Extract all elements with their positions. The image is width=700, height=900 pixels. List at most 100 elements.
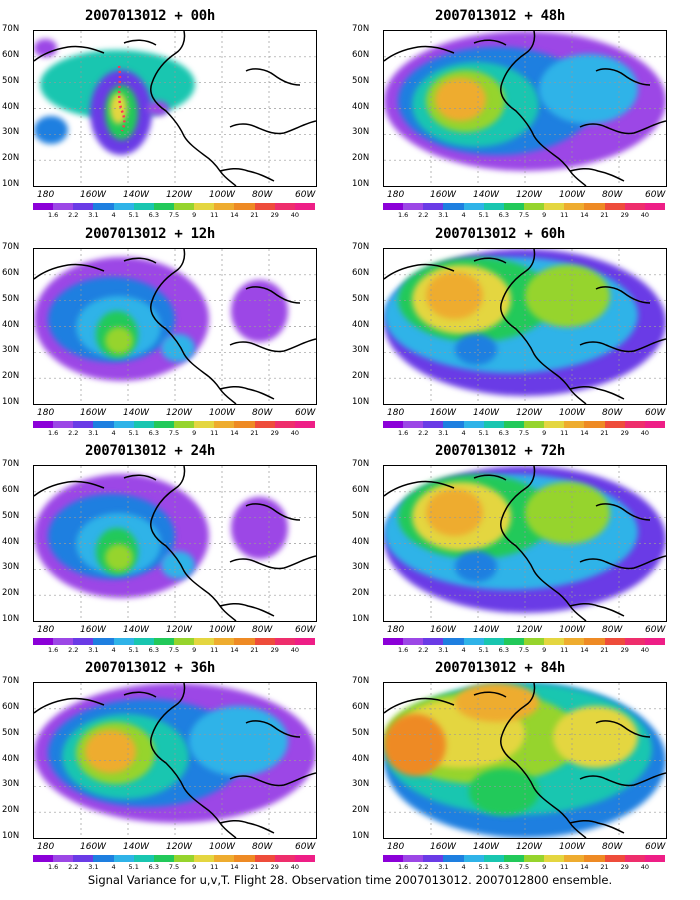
colorbar-tick-label: 9 — [542, 211, 547, 219]
map-panel: 2007013012 + 00h 70N 60N 50N 40N 30N 20N 10N 180… — [0, 0, 317, 219]
colorbar-tick-label: 1.6 — [397, 863, 409, 871]
colorbar-swatch — [644, 421, 665, 428]
longitude-tick-label: 140W — [473, 625, 500, 635]
colorbar-swatch — [214, 421, 235, 428]
longitude-tick-label: 180 — [37, 842, 55, 852]
colorbar-tick-label: 4 — [111, 429, 116, 437]
colorbar-swatch — [133, 855, 154, 862]
longitude-tick-label: 60W — [645, 408, 666, 418]
colorbar-swatch — [33, 421, 54, 428]
colorbar-tick-label: 40 — [640, 429, 649, 437]
colorbar-swatch — [153, 421, 174, 428]
longitude-tick-label: 60W — [645, 625, 666, 635]
variance-contour-region — [34, 116, 68, 145]
colorbar-tick-label: 3.1 — [88, 646, 99, 654]
panel-title: 2007013012 + 48h — [434, 8, 566, 24]
colorbar-tick-label: 21 — [600, 429, 609, 437]
colorbar-swatch — [604, 203, 625, 210]
panel-title: 2007013012 + 12h — [84, 226, 216, 242]
colorbar-swatch — [544, 421, 565, 428]
latitude-tick-label: 70N — [352, 242, 370, 252]
colorbar-swatch — [403, 855, 424, 862]
longitude-tick-label: 60W — [645, 190, 666, 200]
colorbar-swatch — [604, 638, 625, 645]
colorbar-swatch — [544, 203, 565, 210]
colorbar-swatch — [214, 855, 235, 862]
colorbar-swatch — [644, 855, 665, 862]
variance-contour-region — [146, 100, 170, 117]
colorbar-tick-label: 7.5 — [518, 211, 530, 219]
map-plot-area — [33, 248, 317, 405]
colorbar-swatch — [423, 638, 444, 645]
colorbar-tick-label: 5.1 — [128, 646, 139, 654]
colorbar-tick-label: 1.6 — [397, 429, 409, 437]
colorbar-swatch — [443, 855, 464, 862]
longitude-tick-label: 100W — [209, 190, 236, 200]
colorbar-swatch — [133, 638, 154, 645]
variance-contour-region — [189, 706, 288, 776]
latitude-tick-label: 20N — [352, 588, 370, 599]
coastline-overlay — [384, 249, 666, 404]
colorbar-tick-label: 4 — [461, 429, 466, 437]
colorbar-swatch — [73, 421, 94, 428]
colorbar-swatch — [403, 421, 424, 428]
colorbar-tick-label: 3.1 — [88, 211, 99, 219]
colorbar-tick-label: 3.1 — [438, 863, 449, 871]
colorbar-tick-label: 29 — [270, 429, 279, 437]
colorbar-labels: 1.6 2.2 3.1 4 5.1 6.3 7.5 9 11 14 21 29 40 — [33, 863, 315, 873]
longitude-tick-label: 140W — [123, 625, 150, 635]
longitude-tick-label: 120W — [516, 190, 543, 200]
colorbar-swatch — [624, 855, 645, 862]
colorbar-tick-label: 11 — [560, 211, 569, 219]
latitude-tick-label: 20N — [352, 153, 370, 164]
latitude-tick-label: 20N — [2, 805, 20, 816]
longitude-tick-label: 80W — [602, 190, 623, 200]
colorbar-tick-label: 2.2 — [68, 211, 79, 219]
map-panel: 2007013012 + 36h 70N 60N 50N 40N 30N 20N 10N 180… — [0, 652, 317, 871]
latitude-tick-label: 10N — [352, 397, 370, 407]
latitude-tick-label: 30N — [352, 345, 370, 356]
latitude-tick-label: 10N — [352, 614, 370, 624]
longitude-tick-label: 140W — [123, 408, 150, 418]
colorbar-swatch — [194, 638, 215, 645]
colorbar-swatch — [503, 421, 524, 428]
colorbar-swatch — [133, 421, 154, 428]
colorbar-tick-label: 3.1 — [88, 863, 99, 871]
latitude-tick-label: 40N — [2, 536, 20, 547]
longitude-tick-label: 60W — [295, 625, 316, 635]
colorbar-swatch — [73, 203, 94, 210]
colorbar-labels: 1.6 2.2 3.1 4 5.1 6.3 7.5 9 11 14 21 29 40 — [383, 646, 665, 656]
longitude-tick-label: 60W — [295, 190, 316, 200]
colorbar-tick-label: 1.6 — [47, 863, 59, 871]
variance-contour-region — [539, 54, 638, 124]
longitude-tick-label: 120W — [516, 408, 543, 418]
longitude-tick-label: 160W — [80, 842, 107, 852]
colorbar-tick-label: 9 — [192, 863, 197, 871]
longitude-tick-label: 100W — [209, 842, 236, 852]
colorbar-swatch — [33, 638, 54, 645]
longitude-tick-label: 120W — [516, 625, 543, 635]
colorbar-swatch — [294, 203, 315, 210]
coastline-overlay — [34, 683, 316, 838]
colorbar-swatch — [113, 203, 134, 210]
variance-contour-region — [426, 272, 483, 319]
colorbar-tick-label: 7.5 — [518, 429, 530, 437]
colorbar-tick-label: 5.1 — [478, 211, 489, 219]
colorbar-tick-label: 9 — [192, 646, 197, 654]
latitude-tick-label: 20N — [352, 805, 370, 816]
colorbar-tick-label: 11 — [210, 211, 219, 219]
colorbar-swatch — [644, 203, 665, 210]
colorbar-swatch — [403, 203, 424, 210]
coastline-overlay — [34, 466, 316, 621]
variance-contour-region — [231, 497, 288, 559]
longitude-tick-label: 120W — [166, 190, 193, 200]
longitude-tick-label: 160W — [430, 408, 457, 418]
colorbar-swatch — [254, 638, 275, 645]
longitude-tick-label: 80W — [602, 625, 623, 635]
colorbar-swatch — [73, 855, 94, 862]
latitude-tick-label: 40N — [352, 319, 370, 330]
colorbar-swatch — [254, 421, 275, 428]
colorbar-swatch — [383, 855, 404, 862]
latitude-tick-label: 60N — [352, 701, 370, 712]
latitude-tick-label: 60N — [2, 701, 20, 712]
